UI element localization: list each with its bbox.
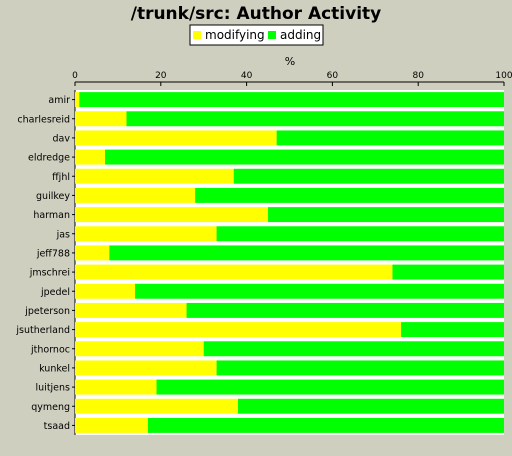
bar-adding xyxy=(79,92,504,108)
bar-modifying xyxy=(75,283,136,299)
legend-label-adding: adding xyxy=(280,28,321,42)
bar-modifying xyxy=(75,302,187,318)
chart-title: /trunk/src: Author Activity xyxy=(131,4,382,24)
bar-adding xyxy=(109,245,504,261)
y-tick-label: jas xyxy=(56,229,70,240)
bar-adding xyxy=(238,398,504,414)
bar-adding xyxy=(147,417,504,433)
bar-modifying xyxy=(75,130,277,146)
x-tick-label: 100 xyxy=(495,71,512,81)
y-tick-label: qymeng xyxy=(31,402,70,413)
bar-adding xyxy=(126,111,504,127)
y-tick-label: jmschrei xyxy=(29,268,70,279)
y-tick-label: tsaad xyxy=(44,421,70,432)
y-axis: amir charlesreid dav eldredge ffjhl guilkey ha… xyxy=(15,90,76,435)
y-tick-label: luitjens xyxy=(36,383,71,394)
plot-area xyxy=(75,90,504,435)
x-tick-label: 0 xyxy=(72,71,78,81)
bar-adding xyxy=(216,226,504,242)
bar-adding xyxy=(203,341,504,357)
y-tick-label: jeff788 xyxy=(36,248,70,259)
bar-adding xyxy=(216,360,504,376)
y-tick-label: charlesreid xyxy=(17,114,70,125)
bar-adding xyxy=(186,302,505,318)
bar-adding xyxy=(156,379,504,395)
x-axis: 0 20 40 60 80 100 xyxy=(72,71,512,86)
y-tick-label: amir xyxy=(48,95,70,106)
bars xyxy=(75,92,505,433)
bar-adding xyxy=(233,168,505,184)
x-tick-label: 80 xyxy=(412,71,424,81)
x-tick-label: 40 xyxy=(241,71,253,81)
bar-modifying xyxy=(75,111,127,127)
y-tick-label: jpeterson xyxy=(24,306,70,317)
bar-adding xyxy=(276,130,504,146)
bar-modifying xyxy=(75,207,269,223)
y-tick-label: ffjhl xyxy=(52,172,70,183)
bar-adding xyxy=(401,322,504,338)
bar-adding xyxy=(268,207,504,223)
y-tick-label: dav xyxy=(53,133,71,144)
bar-modifying xyxy=(75,226,217,242)
y-tick-label: harman xyxy=(33,210,70,221)
bar-modifying xyxy=(75,264,393,280)
y-tick-label: eldredge xyxy=(28,153,70,164)
bar-modifying xyxy=(75,149,106,165)
bar-modifying xyxy=(75,341,204,357)
bar-modifying xyxy=(75,92,80,108)
bar-adding xyxy=(105,149,504,165)
bar-adding xyxy=(135,283,504,299)
bar-modifying xyxy=(75,245,110,261)
y-tick-label: jthornoc xyxy=(30,344,70,355)
bar-adding xyxy=(195,187,504,203)
legend-box xyxy=(189,24,324,46)
bar-modifying xyxy=(75,379,157,395)
bar-adding xyxy=(392,264,504,280)
legend-swatch-adding xyxy=(268,31,276,39)
bar-modifying xyxy=(75,398,239,414)
bar-modifying xyxy=(75,187,196,203)
y-tick-label: kunkel xyxy=(39,363,70,374)
y-tick-label: guilkey xyxy=(36,191,70,202)
bar-modifying xyxy=(75,417,148,433)
axis-label: % xyxy=(285,55,295,68)
legend: modifying adding xyxy=(189,24,324,46)
y-tick-label: jpedel xyxy=(40,287,70,298)
bar-modifying xyxy=(75,360,217,376)
bar-modifying xyxy=(75,168,234,184)
bar-modifying xyxy=(75,322,402,338)
x-tick-label: 60 xyxy=(327,71,339,81)
legend-swatch-modifying xyxy=(193,31,201,39)
y-tick-label: jsutherland xyxy=(15,325,70,336)
legend-label-modifying: modifying xyxy=(205,28,265,42)
x-tick-label: 20 xyxy=(155,71,167,81)
